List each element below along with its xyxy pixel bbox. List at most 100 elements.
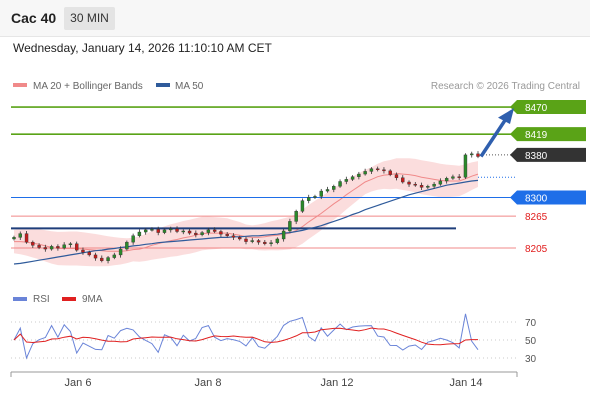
candle-body [263,241,267,244]
candle-body [426,186,430,188]
candle-body [344,179,349,182]
pivot-level-tag [510,190,586,205]
candle-body [175,228,179,232]
candle-body [401,177,405,183]
bollinger-band [14,158,478,267]
candle-body [300,200,305,212]
x-axis-label: Jan 8 [195,377,222,389]
candle-body [37,245,41,248]
candle-body [432,183,436,187]
target-level-label: 8470 [525,103,548,114]
candle-body [131,235,135,243]
pivot-level-label: 8300 [525,193,548,204]
candle-body [470,153,474,156]
candle-body [451,176,455,179]
candle-body [87,252,91,256]
x-axis-label: Jan 12 [320,377,353,389]
candle-body [18,233,22,238]
candle-body [250,240,254,242]
ma50-legend-swatch [156,83,170,87]
candle-body [269,242,273,244]
candle-body [181,230,185,233]
target-level-tag [510,100,586,115]
credit-text: Research © 2026 Trading Central [431,81,580,92]
candle-body [150,229,154,231]
current-price-label: 8380 [525,151,548,162]
candle-body [357,173,361,177]
candle-body [275,238,280,243]
target-level-tag [510,127,586,142]
candle-body [106,257,110,261]
rsi-legend-label: RSI [33,294,50,305]
candle-body [294,211,298,222]
x-axis-label: Jan 14 [449,377,482,389]
candle-body [382,169,386,172]
candle-body [68,243,73,246]
rsi-ma-line [13,327,478,346]
ma50-legend-label: MA 50 [175,81,204,92]
candle-body [43,247,48,250]
target-arrow-head [498,108,514,125]
candle-body [125,241,129,250]
candle-body [219,231,223,235]
candle-body [81,249,85,253]
candle-body [75,243,79,251]
candle-body [281,230,286,240]
candle-body [444,178,449,182]
candle-body [438,180,443,185]
candle-body [457,176,461,178]
rsi-line [13,313,479,360]
candle-body [288,221,292,232]
candle-body [350,176,355,180]
candle-body [394,174,399,178]
rsi-tick-label: 50 [525,336,537,347]
current-price-tag [510,147,586,162]
candle-body [388,170,392,175]
candle-body [56,246,60,249]
candle-body [187,230,192,234]
ma20-legend-label: MA 20 + Bollinger Bands [33,81,143,92]
candle-body [112,254,117,258]
timeframe-button[interactable]: 30 MIN [64,7,115,30]
chart-datetime: Wednesday, January 14, 2026 11:10:10 AM … [13,41,272,55]
support-level-label: 8265 [525,212,548,223]
candle-body [169,228,173,231]
candle-body [100,257,104,261]
candle-body [244,238,248,242]
candle-body [313,196,317,198]
candle-body [375,168,380,170]
target-level-label: 8419 [525,130,548,141]
candle-body [24,233,29,243]
x-axis-label: Jan 6 [65,377,92,389]
candle-body [369,168,374,172]
rsi-tick-label: 70 [525,318,537,329]
candle-body [143,229,148,233]
candle-body [363,171,367,175]
instrument-title: Cac 40 [11,10,57,26]
candle-body [413,183,417,186]
target-arrow-line [479,119,507,158]
ma50-line [13,179,479,265]
rsi-tick-label: 30 [525,354,537,365]
candle-body [12,237,16,240]
candle-body [407,181,411,185]
candle-body [194,232,198,235]
candle-body [93,254,98,259]
candle-body [31,241,35,246]
candle-body [338,181,342,187]
candle-body [319,190,323,197]
candle-body [212,229,217,232]
candle-body [62,244,66,249]
support-level-label: 8205 [525,244,548,255]
candle-body [463,154,468,178]
candle-body [200,232,204,235]
candle-body [156,229,160,233]
candle-body [476,153,480,157]
candle-body [162,229,167,233]
candle-body [118,248,123,256]
candle-body [332,186,336,190]
rsi-legend-swatch [13,297,27,301]
chart-header: Cac 40 30 MIN [0,0,590,37]
ma9-legend-swatch [62,297,76,301]
